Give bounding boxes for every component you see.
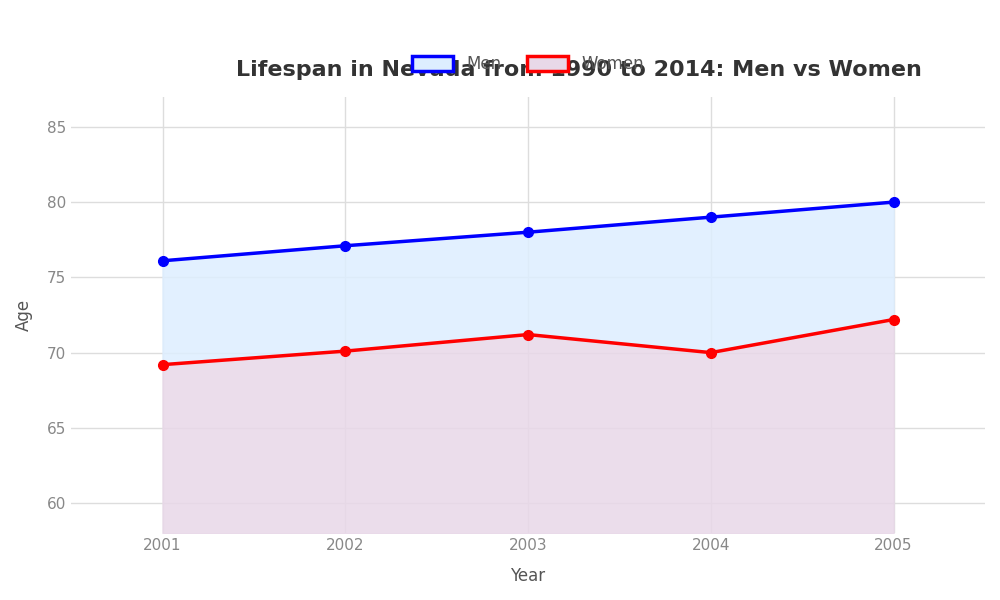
X-axis label: Year: Year <box>511 567 546 585</box>
Legend: Men, Women: Men, Women <box>405 49 651 80</box>
Y-axis label: Age: Age <box>15 299 33 331</box>
Text: Lifespan in Nevada from 1990 to 2014: Men vs Women: Lifespan in Nevada from 1990 to 2014: Me… <box>236 60 921 80</box>
